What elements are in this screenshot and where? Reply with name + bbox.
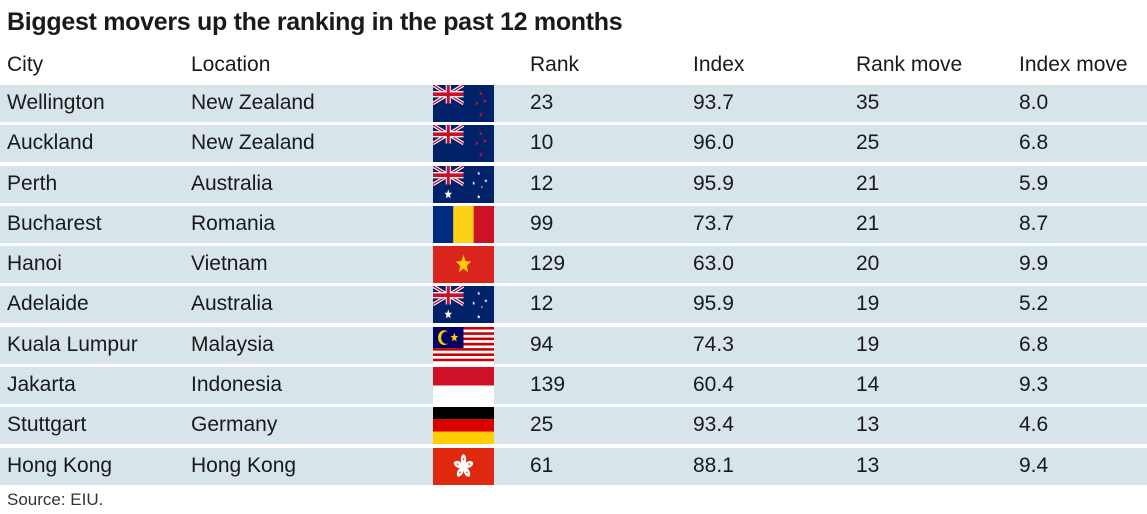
location-cell: Australia [191, 171, 273, 195]
city-cell: Perth [7, 171, 58, 195]
index-move-cell: 5.2 [1019, 292, 1049, 316]
header-city: City [7, 53, 44, 76]
rank-move-cell: 19 [856, 292, 880, 316]
index-move-cell: 9.4 [1019, 453, 1049, 477]
rank-cell: 139 [530, 373, 566, 397]
index-move-cell: 9.9 [1019, 252, 1049, 276]
rank-cell: 23 [530, 91, 554, 114]
table-row: Jakarta Indonesia 139 60.4 14 9.3 [0, 367, 1147, 405]
germany-flag-icon [433, 407, 494, 445]
rank-move-cell: 20 [856, 252, 880, 276]
index-cell: 93.7 [693, 91, 734, 114]
australia-flag-icon [433, 165, 494, 203]
table-row: Hong Kong Hong Kong 61 88.1 13 9.4 [0, 447, 1147, 485]
location-cell: Malaysia [191, 332, 274, 356]
table-body: Wellington New Zealand 23 93.7 35 8.0 Au… [0, 85, 1147, 488]
location-cell: Indonesia [191, 373, 283, 397]
index-move-cell: 5.9 [1019, 171, 1049, 195]
table-row: Wellington New Zealand 23 93.7 35 8.0 [0, 85, 1147, 122]
index-cell: 96.0 [693, 131, 734, 155]
romania-flag-icon [433, 205, 494, 243]
index-cell: 60.4 [693, 373, 734, 397]
city-cell: Kuala Lumpur [7, 332, 138, 356]
city-cell: Auckland [7, 131, 94, 155]
index-cell: 93.4 [693, 413, 734, 437]
index-move-cell: 8.0 [1019, 91, 1049, 114]
city-cell: Hanoi [7, 252, 62, 276]
city-cell: Jakarta [7, 373, 76, 397]
source-note: Source: EIU. [7, 490, 104, 509]
header-index: Index [693, 53, 745, 76]
rank-cell: 99 [530, 211, 554, 235]
rank-move-cell: 21 [856, 171, 880, 195]
city-cell: Stuttgart [7, 413, 87, 437]
table-row: Auckland New Zealand 10 96.0 25 6.8 [0, 125, 1147, 163]
header-location: Location [191, 53, 271, 76]
rank-cell: 129 [530, 252, 566, 276]
index-cell: 95.9 [693, 292, 734, 316]
indonesia-flag-icon [433, 367, 494, 405]
header-index-move: Index move [1019, 53, 1128, 76]
index-cell: 95.9 [693, 171, 734, 195]
new-zealand-flag-icon [433, 125, 494, 163]
city-cell: Wellington [7, 91, 105, 114]
index-move-cell: 4.6 [1019, 413, 1049, 437]
new-zealand-flag-icon [433, 85, 494, 122]
rank-cell: 12 [530, 292, 554, 316]
rank-move-cell: 35 [856, 91, 880, 114]
hong-kong-flag-icon [433, 447, 494, 485]
index-move-cell: 9.3 [1019, 373, 1049, 397]
rank-move-cell: 13 [856, 413, 880, 437]
index-cell: 74.3 [693, 332, 734, 356]
table-row: Hanoi Vietnam 129 63.0 20 9.9 [0, 246, 1147, 284]
location-cell: Romania [191, 211, 276, 235]
vietnam-flag-icon [433, 246, 494, 284]
rank-move-cell: 13 [856, 453, 880, 477]
location-cell: New Zealand [191, 131, 315, 155]
index-move-cell: 6.8 [1019, 332, 1049, 356]
rank-cell: 61 [530, 453, 554, 477]
location-cell: New Zealand [191, 91, 315, 114]
table-row: Stuttgart Germany 25 93.4 13 4.6 [0, 407, 1147, 445]
city-cell: Hong Kong [7, 453, 113, 477]
location-cell: Germany [191, 413, 278, 437]
location-cell: Hong Kong [191, 453, 297, 477]
rank-move-cell: 19 [856, 332, 880, 356]
index-move-cell: 6.8 [1019, 131, 1049, 155]
header-rank: Rank [530, 53, 580, 76]
table-row: Kuala Lumpur Malaysia 94 74.3 19 6.8 [0, 326, 1147, 364]
header-rank-move: Rank move [856, 53, 963, 76]
index-cell: 63.0 [693, 252, 734, 276]
rank-cell: 25 [530, 413, 554, 437]
table-row: Bucharest Romania 99 73.7 21 8.7 [0, 205, 1147, 243]
rank-cell: 10 [530, 131, 554, 155]
index-cell: 88.1 [693, 453, 734, 477]
table-header: City Location Rank Index Rank move Index… [0, 48, 1147, 84]
table-row: Perth Australia 12 95.9 21 5.9 [0, 165, 1147, 203]
rank-move-cell: 25 [856, 131, 880, 155]
malaysia-flag-icon [433, 326, 494, 364]
rank-move-cell: 14 [856, 373, 880, 397]
location-cell: Australia [191, 292, 273, 316]
index-move-cell: 8.7 [1019, 211, 1049, 235]
rank-move-cell: 21 [856, 211, 880, 235]
rank-cell: 12 [530, 171, 554, 195]
table-title: Biggest movers up the ranking in the pas… [7, 8, 623, 36]
city-cell: Bucharest [7, 211, 102, 235]
table-row: Adelaide Australia 12 95.9 19 5.2 [0, 286, 1147, 324]
location-cell: Vietnam [191, 252, 268, 276]
index-cell: 73.7 [693, 211, 734, 235]
rank-cell: 94 [530, 332, 554, 356]
city-cell: Adelaide [7, 292, 89, 316]
australia-flag-icon [433, 286, 494, 324]
